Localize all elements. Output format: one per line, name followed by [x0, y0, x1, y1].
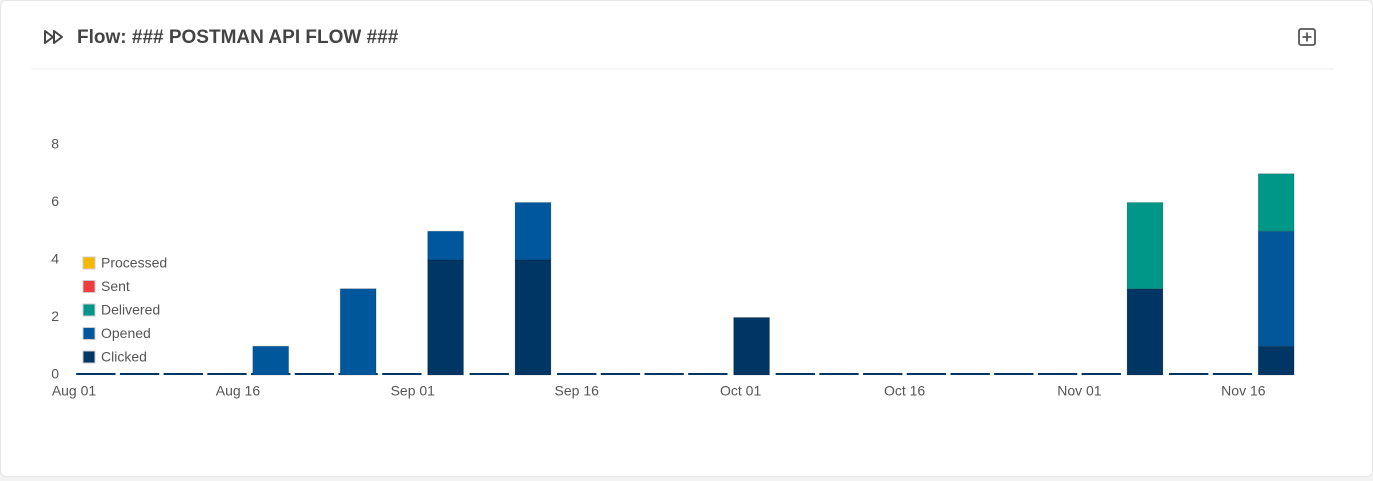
legend-swatch[interactable]	[82, 280, 96, 293]
bar	[1257, 173, 1295, 232]
bar	[207, 373, 247, 375]
x-tick-label: Sep 01	[391, 383, 436, 399]
bar	[688, 373, 728, 375]
x-tick-label: Oct 01	[720, 383, 761, 399]
bar	[1081, 373, 1121, 375]
legend-swatch[interactable]	[82, 350, 96, 364]
bar	[557, 373, 597, 375]
bar	[163, 373, 203, 375]
x-tick-label: Aug 16	[216, 383, 261, 399]
bar	[469, 373, 509, 375]
bar	[76, 373, 116, 375]
x-tick-label: Oct 16	[884, 383, 925, 399]
bar	[1126, 288, 1164, 376]
bar	[994, 373, 1034, 375]
y-tick-label: 6	[51, 193, 59, 209]
bar	[644, 373, 684, 375]
bar	[427, 259, 464, 376]
x-tick-label: Nov 16	[1221, 383, 1266, 399]
bar	[950, 373, 990, 375]
x-tick-label: Nov 01	[1057, 383, 1102, 399]
legend-label[interactable]: Sent	[101, 278, 130, 294]
bar	[1037, 373, 1078, 375]
bar	[252, 345, 290, 376]
legend-label[interactable]: Clicked	[101, 349, 147, 365]
bar	[906, 373, 947, 375]
flow-title: Flow: ### POSTMAN API FLOW ###	[77, 27, 399, 48]
legend-label[interactable]: Delivered	[101, 302, 160, 318]
bar	[1257, 345, 1295, 376]
bar	[1212, 373, 1253, 375]
bar	[1126, 202, 1164, 290]
bar	[819, 373, 859, 375]
legend-swatch[interactable]	[82, 327, 96, 340]
y-tick-label: 4	[51, 251, 59, 267]
legend-swatch[interactable]	[82, 303, 96, 317]
flow-icon	[44, 30, 63, 44]
x-tick-label: Sep 16	[555, 383, 600, 399]
bar	[294, 373, 335, 375]
bar	[514, 259, 552, 376]
legend-swatch[interactable]	[82, 256, 96, 270]
bar	[382, 373, 422, 375]
bar	[775, 373, 815, 375]
legend-label[interactable]: Processed	[101, 255, 167, 271]
bar	[1169, 373, 1209, 375]
bar	[119, 373, 160, 375]
bar	[863, 373, 903, 375]
y-tick-label: 8	[51, 136, 59, 152]
bar	[733, 317, 770, 376]
x-tick-label: Aug 01	[52, 383, 97, 399]
y-tick-label: 0	[51, 366, 59, 382]
bar	[427, 230, 464, 261]
y-tick-label: 2	[51, 308, 59, 324]
legend-label[interactable]: Opened	[101, 325, 151, 341]
expand-button[interactable]	[1298, 28, 1316, 46]
bar	[600, 373, 641, 375]
bar	[1257, 230, 1295, 347]
bar	[339, 288, 377, 376]
bar	[514, 202, 552, 261]
